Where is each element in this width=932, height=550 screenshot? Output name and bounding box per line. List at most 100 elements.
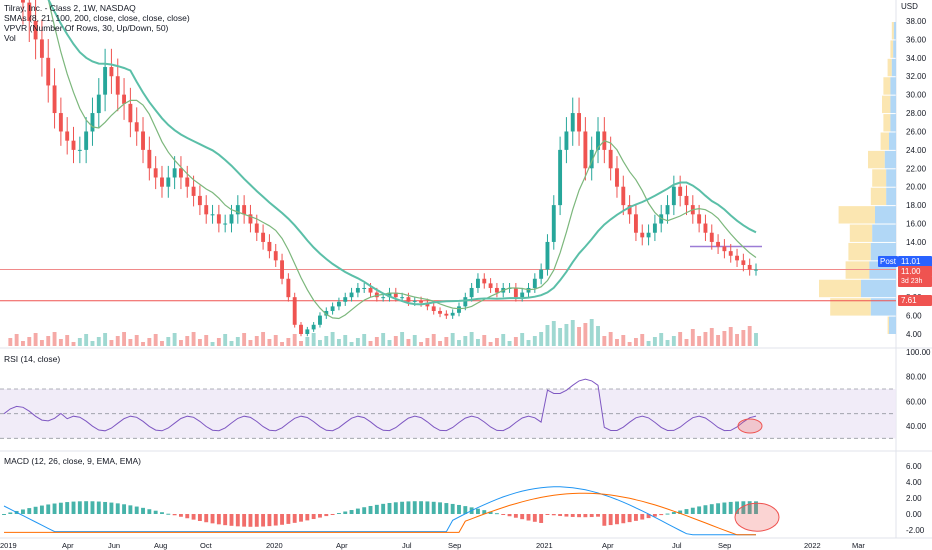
candle-body (722, 246, 727, 252)
macd-histogram-bar (58, 502, 63, 514)
macd-histogram-bar (520, 514, 525, 520)
candle-body (134, 122, 139, 132)
macd-axis-tick: -2.00 (906, 526, 925, 535)
price-axis-tick: 38.00 (906, 17, 927, 26)
volume-bar (254, 336, 259, 346)
volume-bar (197, 339, 202, 346)
time-axis-label: Jul (672, 541, 682, 550)
volume-bar (457, 340, 461, 346)
volume-bar (722, 331, 727, 346)
candle-body (343, 297, 348, 302)
macd-histogram-bar (381, 503, 386, 514)
volume-bar (153, 334, 158, 346)
volume-bar (160, 341, 164, 346)
volume-bar (633, 338, 638, 346)
volume-bar (39, 340, 44, 346)
symbol-title[interactable]: Tilray, Inc. - Class 2, 1W, NASDAQ (4, 3, 136, 13)
candle-body (235, 205, 240, 215)
candle-body (640, 232, 645, 238)
volume-bar (678, 332, 683, 346)
volume-bar (8, 338, 13, 346)
candle-body (58, 113, 63, 132)
macd-histogram-bar (646, 514, 651, 519)
rsi-line (3, 378, 757, 432)
time-axis-label: 2021 (536, 541, 553, 550)
volume-bar (425, 338, 430, 346)
macd-histogram-bar (299, 514, 303, 522)
macd-histogram-bar (223, 514, 228, 526)
volume-bar (261, 332, 266, 346)
vpvr-down-bar (880, 132, 889, 150)
time-axis-label: 2019 (0, 541, 17, 550)
volume-bar (349, 342, 354, 346)
macd-histogram-bar (602, 514, 607, 526)
vpvr-down-bar (848, 242, 871, 261)
rsi-label[interactable]: RSI (14, close) (4, 354, 61, 364)
volume-bar (469, 332, 474, 346)
candle-body (248, 214, 253, 224)
macd-histogram-bar (652, 514, 657, 517)
candle-body (665, 205, 670, 215)
macd-histogram-bar (488, 511, 493, 514)
volume-bar (210, 342, 215, 346)
candle-body (431, 306, 436, 311)
macd-legend[interactable]: MACD (12, 26, close, 9, EMA, EMA) (4, 456, 141, 466)
macd-histogram-bar (178, 514, 183, 517)
macd-histogram-bar (330, 514, 335, 515)
volume-bar (355, 338, 360, 346)
candle-body (596, 131, 600, 150)
macd-histogram-bar (747, 501, 752, 514)
volume-indicator-label[interactable]: Vol (4, 33, 16, 43)
volume-bar (615, 339, 619, 346)
candle-body (577, 113, 582, 132)
macd-histogram-bar (393, 502, 398, 514)
main-legend: Tilray, Inc. - Class 2, 1W, NASDAQ SMAs … (4, 3, 190, 43)
macd-histogram-bar (197, 514, 202, 521)
vpvr-indicator-label[interactable]: VPVR (Number Of Rows, 30, Up/Down, 50) (4, 23, 169, 33)
macd-histogram-bar (122, 504, 127, 514)
macd-histogram-bar (273, 514, 278, 526)
vpvr-up-bar (891, 58, 896, 77)
vpvr-down-bar (890, 40, 894, 58)
volume-bar (103, 333, 108, 346)
macd-axis-tick: 4.00 (906, 478, 922, 487)
volume-bar (33, 333, 38, 346)
candle-body (406, 297, 411, 302)
candle-body (545, 241, 550, 270)
candle-body (355, 287, 360, 293)
macd-histogram-bar (431, 501, 436, 514)
volume-bar (299, 341, 303, 346)
macd-histogram-bar (476, 508, 480, 514)
volume-bar (646, 341, 651, 346)
vpvr-down-bar (887, 316, 889, 334)
volume-bar (343, 335, 348, 346)
macd-histogram-bar (254, 514, 259, 527)
candle-body (735, 255, 739, 261)
macd-histogram-bar (754, 501, 758, 514)
volume-bar (431, 334, 436, 346)
volume-bar (482, 335, 487, 346)
candle-body (292, 297, 297, 325)
candle-body (27, 2, 32, 21)
rsi-legend[interactable]: RSI (14, close) (4, 354, 60, 364)
candle-body (160, 177, 164, 187)
macd-histogram-bar (482, 510, 487, 514)
vpvr-up-bar (890, 77, 896, 95)
price-axis-tick: 18.00 (906, 201, 927, 210)
vpvr-up-bar (884, 150, 896, 169)
macd-histogram-bar (77, 501, 82, 514)
candle-body (463, 297, 468, 307)
volume-bar (109, 340, 114, 346)
volume-bar (419, 342, 424, 346)
volume-bar (318, 340, 322, 346)
macd-histogram-bar (659, 514, 664, 516)
candle-body (494, 287, 499, 293)
macd-line (3, 486, 756, 536)
sma-indicator-label[interactable]: SMAs (8, 21, 100, 200, close, close, clo… (4, 13, 190, 23)
volume-bar (248, 340, 253, 346)
candle-body (109, 67, 114, 77)
macd-label[interactable]: MACD (12, 26, close, 9, EMA, EMA) (4, 456, 141, 466)
vpvr-up-bar (890, 114, 896, 132)
